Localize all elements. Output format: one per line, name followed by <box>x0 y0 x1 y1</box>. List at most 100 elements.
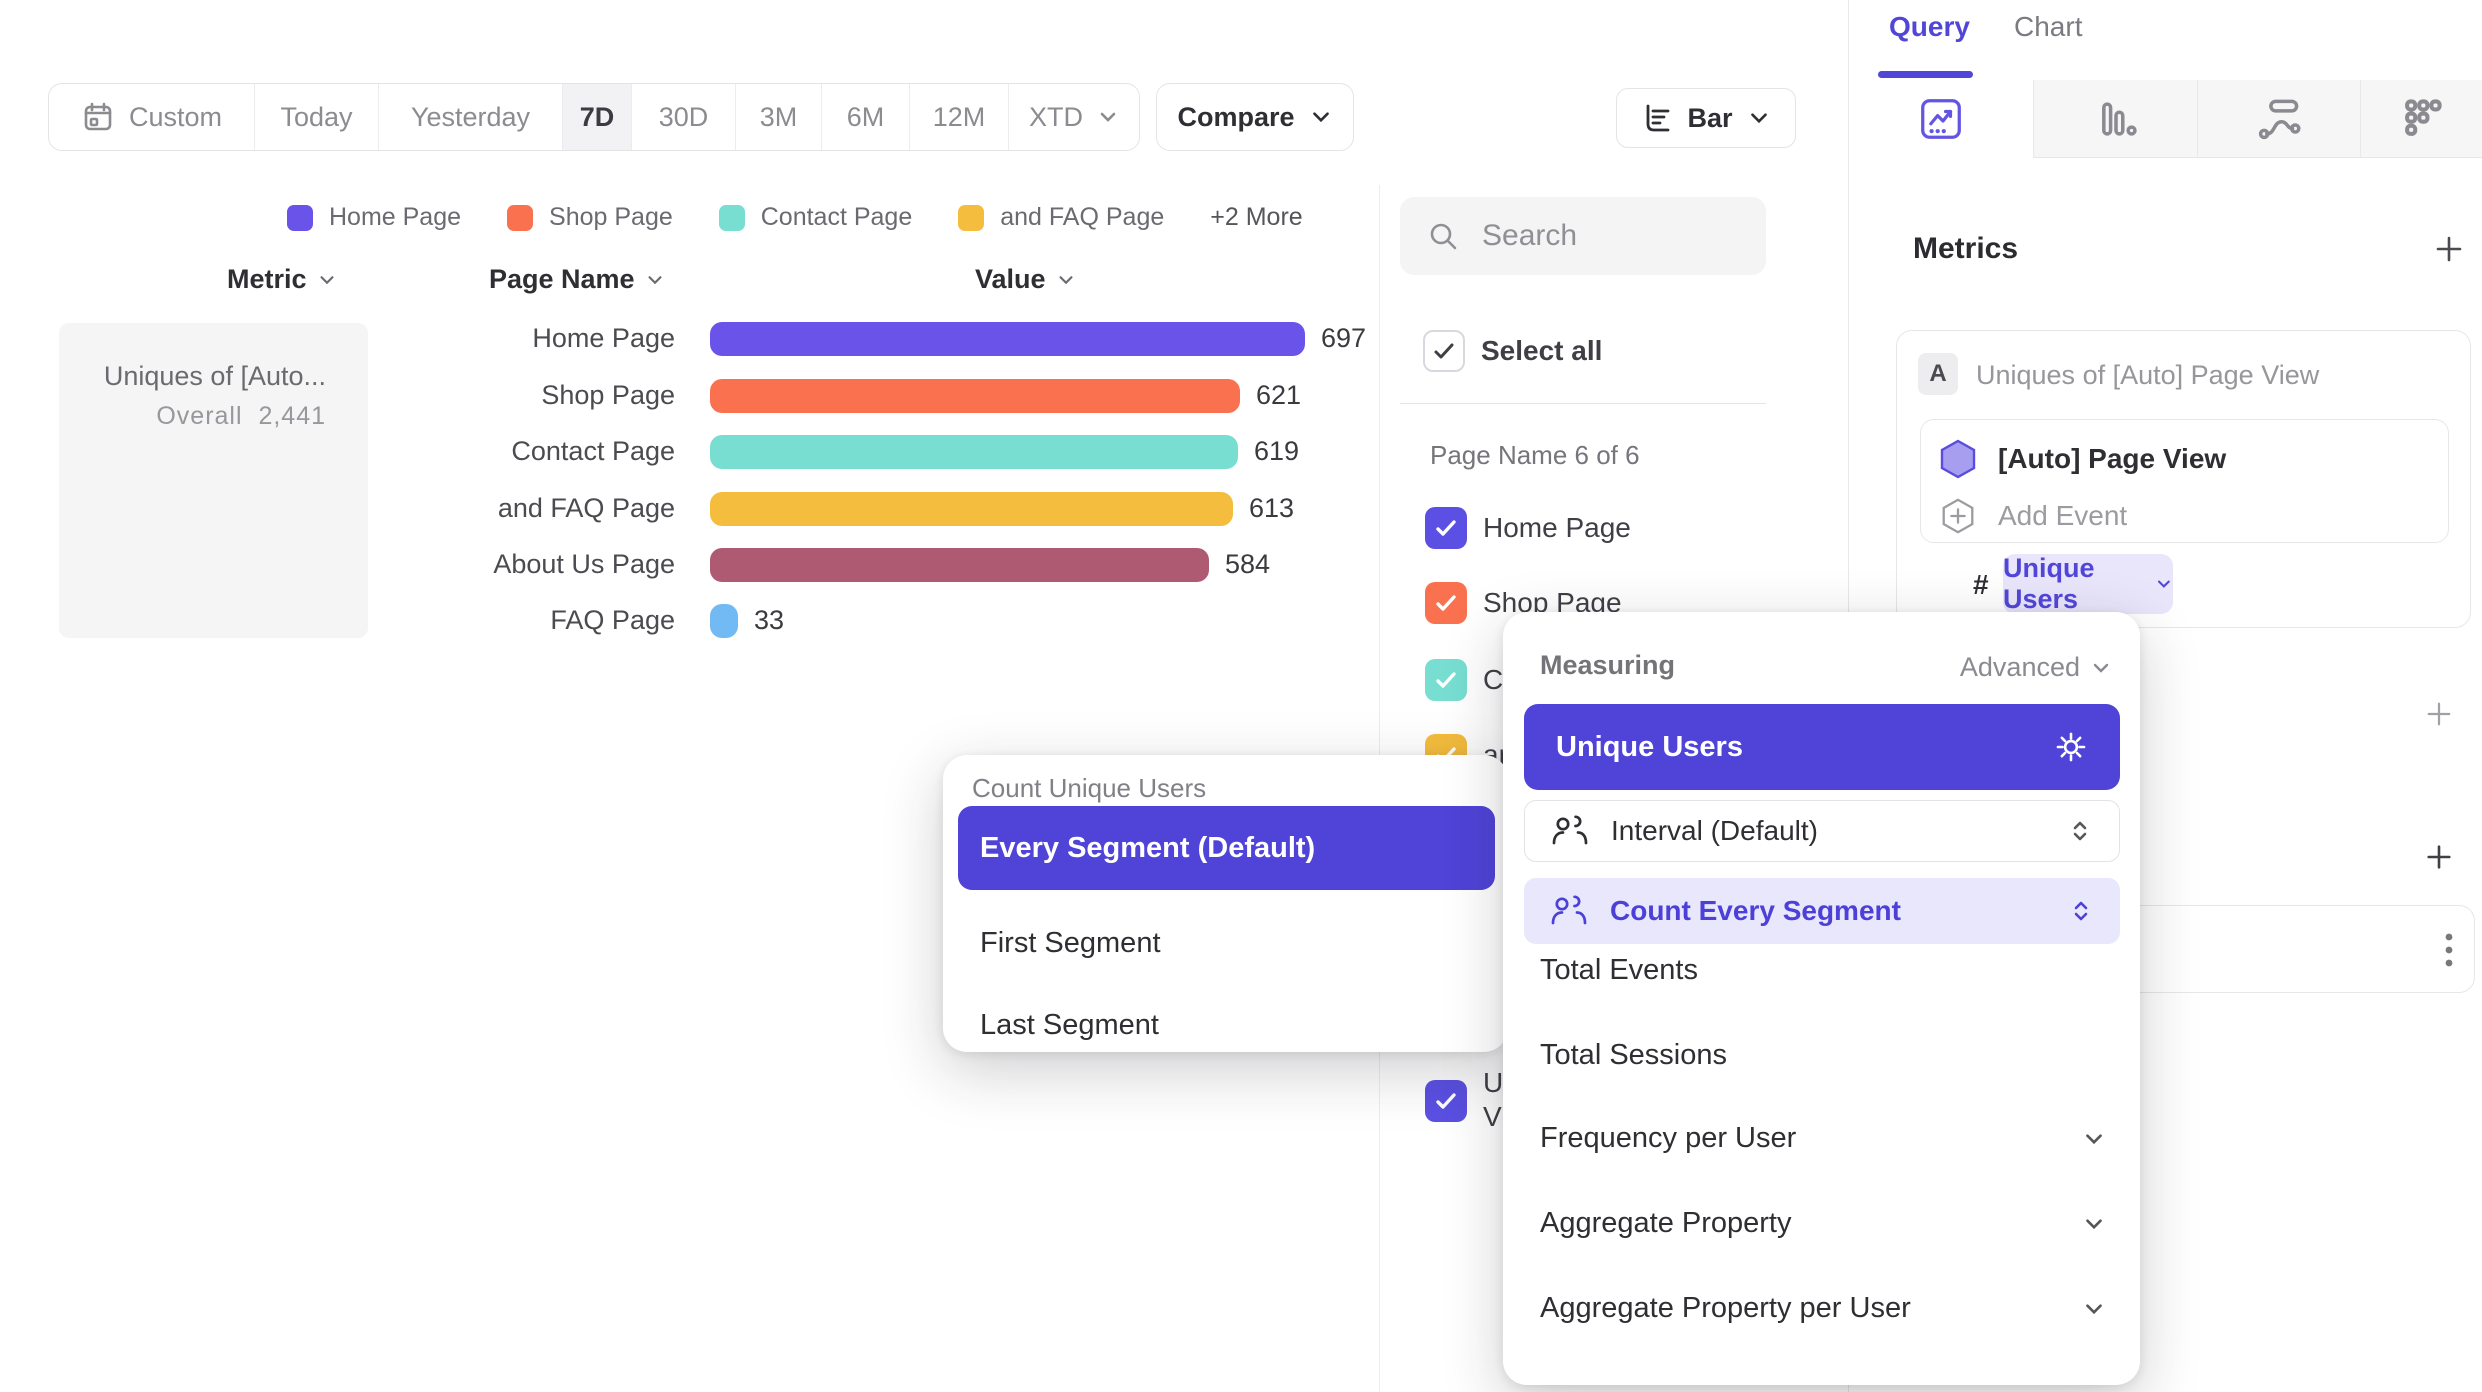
add-metric-button[interactable] <box>2434 234 2464 269</box>
legend-item[interactable]: Shop Page <box>507 203 673 232</box>
date-range-custom[interactable]: Custom <box>49 84 254 150</box>
metric-card-title: Uniques of [Auto] Page View <box>1976 360 2320 390</box>
date-range-yesterday[interactable]: Yesterday <box>378 84 562 150</box>
menu-item-aggregate-property[interactable]: Aggregate Property <box>1540 1207 2106 1240</box>
chevron-down-icon <box>2086 1218 2102 1229</box>
menu-item-total-sessions[interactable]: Total Sessions <box>1540 1039 1727 1071</box>
checkbox-checked[interactable] <box>1425 582 1467 624</box>
interval-selector[interactable]: Interval (Default) <box>1524 800 2120 862</box>
chart-legend: Home Page Shop Page Contact Page and FAQ… <box>287 203 1333 232</box>
column-header-value[interactable]: Value <box>975 264 1076 295</box>
metric-overall: Overall 2,441 <box>156 402 326 430</box>
advanced-toggle[interactable]: Advanced <box>1960 652 2112 683</box>
plus-icon <box>2427 702 2451 726</box>
hexagon-plus-icon <box>1942 498 1974 534</box>
bar-contact-page[interactable] <box>710 434 1238 469</box>
select-all-row[interactable]: Select all <box>1423 330 1602 372</box>
view-tab-bar-chart[interactable] <box>2033 80 2197 158</box>
kebab-menu-icon[interactable] <box>2442 930 2456 975</box>
segment-search[interactable] <box>1400 197 1766 275</box>
legend-item[interactable]: Home Page <box>287 203 461 232</box>
legend-item[interactable]: Contact Page <box>718 203 912 232</box>
legend-item[interactable]: and FAQ Page <box>958 203 1164 232</box>
date-range-7d[interactable]: 7D <box>562 84 631 150</box>
legend-swatch <box>507 204 534 231</box>
hash-symbol: # <box>1973 569 1989 600</box>
compare-button[interactable]: Compare <box>1156 83 1354 151</box>
chevron-down-icon <box>2086 1303 2102 1314</box>
legend-swatch <box>718 204 745 231</box>
add-filter-button[interactable] <box>2425 700 2453 733</box>
stepper-icon <box>2073 821 2087 841</box>
date-range-6m[interactable]: 6M <box>821 84 909 150</box>
segment-row-home-page[interactable]: Home Page <box>1425 507 1631 549</box>
column-header-metric[interactable]: Metric <box>227 264 337 295</box>
option-unique-users-selected[interactable]: Unique Users <box>1524 704 2120 790</box>
line-chart-icon <box>1921 99 1961 139</box>
bar-home-page[interactable] <box>710 321 1305 356</box>
option-every-segment-selected[interactable]: Every Segment (Default) <box>958 806 1495 890</box>
date-range-today[interactable]: Today <box>254 84 378 150</box>
chevron-down-icon <box>1747 106 1771 130</box>
option-first-segment[interactable]: First Segment <box>980 927 1161 959</box>
option-last-segment[interactable]: Last Segment <box>980 1009 1159 1041</box>
legend-more[interactable]: +2 More <box>1210 203 1303 231</box>
chevron-down-icon <box>1097 106 1119 128</box>
event-row[interactable]: [Auto] Page View <box>1938 438 2226 480</box>
plus-icon <box>2427 845 2451 869</box>
bar-chart-icon <box>2101 101 2137 136</box>
date-range-12m[interactable]: 12M <box>909 84 1008 150</box>
metric-name: Uniques of [Auto... <box>103 361 326 391</box>
tab-chart[interactable]: Chart <box>2014 11 2083 42</box>
sidebar-divider <box>1400 403 1766 404</box>
view-tab-insights-active[interactable] <box>1849 80 2033 158</box>
people-icon <box>1551 895 1587 925</box>
chevron-down-icon <box>2086 1133 2102 1144</box>
bar-and-faq-page[interactable] <box>710 491 1233 526</box>
segment-group-label: Page Name 6 of 6 <box>1430 440 1640 470</box>
checkbox-checked[interactable] <box>1425 1080 1467 1122</box>
sort-chevron-icon <box>648 275 662 284</box>
date-range-30d[interactable]: 30D <box>631 84 735 150</box>
menu-item-frequency-per-user[interactable]: Frequency per User <box>1540 1122 2106 1155</box>
legend-swatch <box>287 204 313 231</box>
bar-row: Home Page 697 <box>0 310 1379 367</box>
bar-row: About Us Page 584 <box>0 536 1379 593</box>
count-unique-users-menu: Count Unique Users Every Segment (Defaul… <box>943 755 1508 1052</box>
legend-swatch <box>958 204 985 231</box>
bar-row: Contact Page 619 <box>0 423 1379 480</box>
menu-item-total-events[interactable]: Total Events <box>1540 954 1698 986</box>
view-tab-flow[interactable] <box>2197 80 2360 158</box>
view-tab-retention[interactable] <box>2360 80 2482 158</box>
column-header-page-name[interactable]: Page Name <box>489 264 665 295</box>
search-input[interactable] <box>1482 219 1742 253</box>
count-every-segment-selector[interactable]: Count Every Segment <box>1524 878 2120 944</box>
flow-icon <box>2258 99 2301 139</box>
measuring-menu: Measuring Advanced Unique Users Interval… <box>1503 612 2140 1385</box>
metric-summary-cell[interactable]: Uniques of [Auto... Overall 2,441 <box>59 323 368 638</box>
add-event-row[interactable]: Add Event <box>1938 496 2127 536</box>
measure-chip[interactable]: Unique Users <box>2003 553 2173 614</box>
count-menu-title: Count Unique Users <box>972 773 1207 803</box>
add-breakdown-button[interactable] <box>2425 843 2453 876</box>
bar-faq-page[interactable] <box>710 603 738 638</box>
metric-letter-badge: A <box>1918 353 1958 395</box>
calendar-icon <box>81 100 115 134</box>
bar-shop-page[interactable] <box>710 378 1240 413</box>
hexagon-icon <box>1940 439 1976 479</box>
bar-row: FAQ Page 33 <box>0 592 1379 649</box>
event-box: [Auto] Page View Add Event <box>1920 419 2449 543</box>
select-all-checkbox[interactable] <box>1423 330 1465 372</box>
checkbox-checked[interactable] <box>1425 507 1467 549</box>
checkbox-checked[interactable] <box>1425 659 1467 701</box>
menu-item-aggregate-property-per-user[interactable]: Aggregate Property per User <box>1540 1292 2106 1325</box>
chart-type-button[interactable]: Bar <box>1616 88 1796 148</box>
search-icon <box>1426 219 1460 253</box>
bar-about-us-page[interactable] <box>710 547 1209 582</box>
date-range-3m[interactable]: 3M <box>735 84 821 150</box>
sort-chevron-icon <box>1059 275 1073 284</box>
date-range-xtd[interactable]: XTD <box>1008 84 1139 150</box>
tab-query[interactable]: Query <box>1889 11 1970 42</box>
active-tab-underline <box>1878 71 1973 78</box>
chevron-down-icon <box>2093 663 2109 673</box>
